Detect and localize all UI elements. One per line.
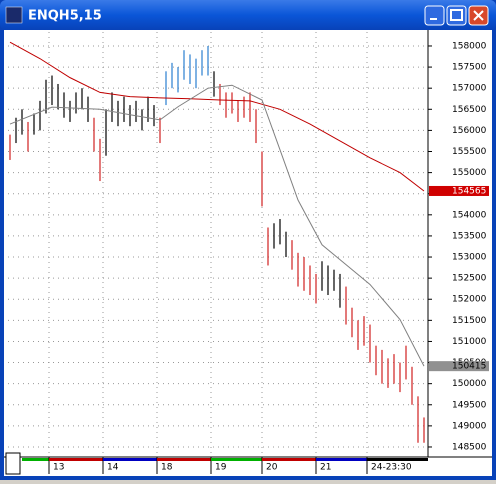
y-tick-label: 152000	[452, 295, 487, 305]
price-tag-label: 154565	[452, 186, 486, 196]
x-tick-label: 13	[53, 463, 64, 473]
y-tick-label: 150000	[452, 379, 487, 389]
y-tick-label: 149000	[452, 421, 487, 431]
session-strip	[211, 458, 262, 461]
moving-average	[9, 41, 425, 192]
x-tick-label: 18	[161, 463, 173, 473]
session-strip	[157, 458, 211, 461]
moving-average	[9, 84, 425, 367]
y-tick-label: 158000	[452, 41, 487, 51]
close-button[interactable]	[468, 5, 489, 26]
session-strip	[367, 458, 428, 461]
y-tick-label: 155000	[452, 168, 487, 178]
x-tick-label: 21	[320, 463, 331, 473]
y-tick-label: 151500	[452, 316, 487, 326]
y-tick-label: 156000	[452, 126, 487, 136]
title-bar	[0, 0, 496, 30]
y-tick-label: 151000	[452, 337, 487, 347]
session-strip	[262, 458, 316, 461]
session-strip	[49, 458, 103, 461]
app-icon	[5, 6, 23, 24]
session-strip	[316, 458, 367, 461]
minimize-button[interactable]	[424, 5, 445, 26]
maximize-button[interactable]	[446, 5, 467, 26]
window-title: ENQH5,15	[28, 9, 102, 24]
corner-box[interactable]	[5, 452, 21, 475]
y-tick-label: 149500	[452, 400, 487, 410]
x-tick-label: 20	[266, 463, 278, 473]
session-strip	[103, 458, 157, 461]
y-tick-label: 153000	[452, 253, 487, 263]
price-tag	[429, 361, 489, 372]
y-tick-label: 157000	[452, 84, 487, 94]
y-tick-label: 152500	[452, 274, 487, 284]
chart-panel	[4, 30, 492, 476]
session-strip	[22, 458, 49, 461]
y-tick-label: 156500	[452, 105, 487, 115]
y-tick-label: 155500	[452, 147, 487, 157]
y-tick-label: 148500	[452, 442, 487, 452]
price-tag-label: 150415	[452, 362, 486, 372]
x-tick-label: 19	[215, 463, 227, 473]
x-tick-label: 24-23:30	[371, 463, 412, 473]
y-tick-label: 153500	[452, 231, 487, 241]
y-tick-label: 157500	[452, 63, 487, 73]
price-tag	[429, 185, 489, 196]
y-tick-label: 154000	[452, 210, 487, 220]
x-tick-label: 14	[107, 463, 119, 473]
